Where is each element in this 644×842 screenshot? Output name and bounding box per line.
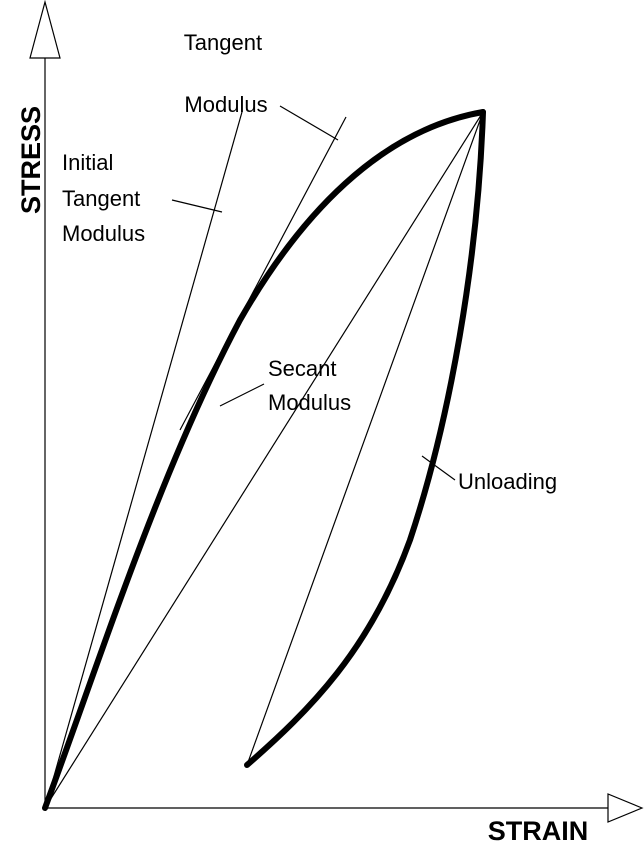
loading-curve: [42, 109, 486, 811]
leader: [219, 383, 265, 407]
initial-tangent-line: [44, 111, 243, 809]
leader: [171, 199, 223, 213]
secant-modulus-label: Secant Modulus: [268, 356, 351, 415]
leader: [279, 105, 339, 141]
secant-line: [44, 111, 484, 809]
initial-tangent-modulus-label: Initial Tangent Modulus: [62, 150, 146, 246]
y-axis-arrow: [29, 0, 61, 59]
x-axis-arrow: [607, 793, 644, 823]
unloading-secant-line: [246, 111, 484, 766]
leader: [421, 455, 456, 481]
x-axis-label: STRAIN: [488, 816, 589, 842]
y-axis-label: STRESS: [16, 106, 46, 214]
unloading-label: Unloading: [458, 469, 557, 494]
tangent-line: [179, 116, 347, 431]
unloading-curve: [244, 109, 486, 768]
tangent-modulus-label: Tangent Modulus: [184, 30, 268, 117]
